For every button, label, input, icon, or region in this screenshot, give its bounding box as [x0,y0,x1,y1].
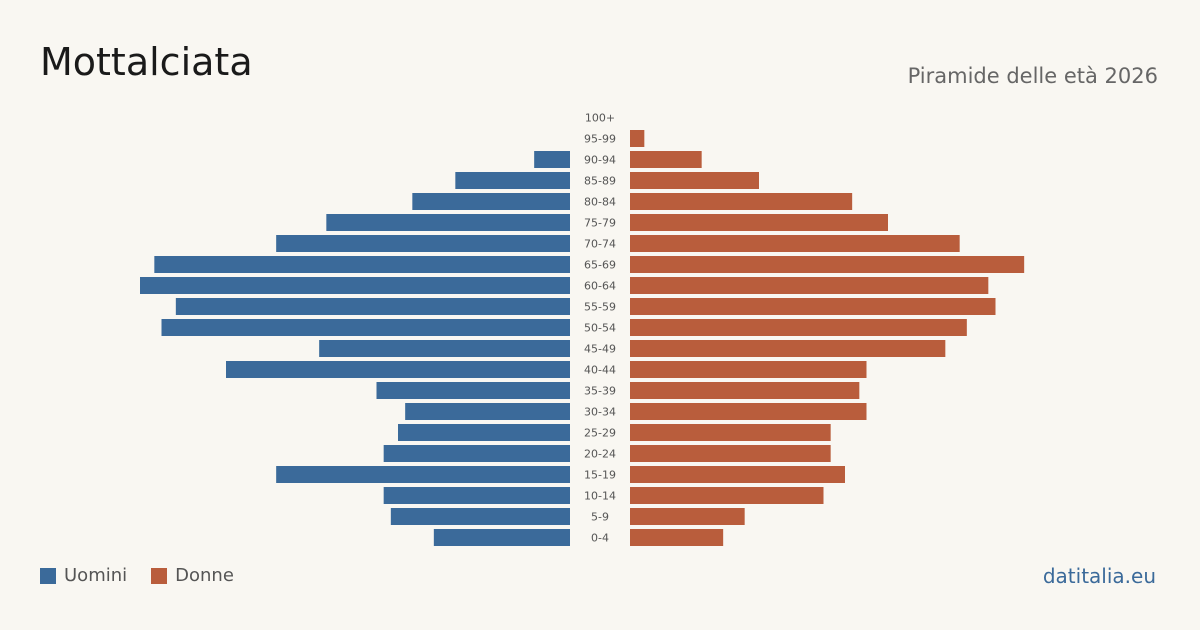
age-label: 95-99 [584,133,616,146]
legend-item-men: Uomini [40,565,127,586]
bar-women-5-9 [630,508,745,525]
bar-women-65-69 [630,256,1025,273]
age-label: 100+ [585,112,615,125]
age-label: 10-14 [584,490,616,503]
bar-men-65-69 [154,256,571,273]
bar-women-80-84 [630,193,853,210]
bar-men-10-14 [383,487,570,504]
bar-women-30-34 [630,403,867,420]
bar-women-70-74 [630,235,960,252]
bar-women-10-14 [630,487,824,504]
chart-subtitle: Piramide delle età 2026 [907,64,1158,88]
age-label: 65-69 [584,259,616,272]
bar-women-15-19 [630,466,845,483]
bar-men-80-84 [412,193,570,210]
age-label: 15-19 [584,469,616,482]
age-label: 55-59 [584,301,616,314]
chart-title: Mottalciata [40,40,253,84]
bar-men-30-34 [405,403,570,420]
bar-women-25-29 [630,424,831,441]
age-label: 75-79 [584,217,616,230]
age-label: 50-54 [584,322,616,335]
age-label: 45-49 [584,343,616,356]
legend-item-women: Donne [151,565,234,586]
bar-women-55-59 [630,298,996,315]
age-label: 5-9 [591,511,609,524]
age-label: 25-29 [584,427,616,440]
age-label: 0-4 [591,532,609,545]
age-label: 20-24 [584,448,616,461]
bar-women-85-89 [630,172,759,189]
source-link[interactable]: datitalia.eu [1042,564,1156,588]
bar-men-0-4 [433,529,570,546]
bar-women-40-44 [630,361,867,378]
age-label: 70-74 [584,238,616,251]
age-label: 85-89 [584,175,616,188]
age-label: 60-64 [584,280,616,293]
legend: Uomini Donne [40,565,258,586]
bar-women-50-54 [630,319,967,336]
bar-men-70-74 [276,235,570,252]
bar-women-90-94 [630,151,702,168]
legend-label-women: Donne [175,565,234,586]
bar-women-75-79 [630,214,888,231]
bar-men-60-64 [140,277,570,294]
bar-men-25-29 [398,424,570,441]
bar-women-20-24 [630,445,831,462]
legend-swatch-women [151,567,168,584]
bar-men-40-44 [226,361,570,378]
bar-women-60-64 [630,277,989,294]
bar-men-5-9 [390,508,570,525]
age-label: 90-94 [584,154,616,167]
legend-swatch-men [40,567,56,584]
age-label: 35-39 [584,385,616,398]
bar-men-55-59 [175,298,571,315]
age-label: 30-34 [584,406,616,419]
legend-label-men: Uomini [64,565,128,586]
bar-women-0-4 [630,529,724,546]
bar-men-50-54 [161,319,570,336]
age-label: 80-84 [584,196,616,209]
bar-men-85-89 [455,172,570,189]
bar-men-90-94 [534,151,570,168]
bar-men-35-39 [376,382,570,399]
bar-men-20-24 [383,445,570,462]
bar-men-75-79 [326,214,570,231]
bar-women-35-39 [630,382,860,399]
bar-men-15-19 [276,466,570,483]
bar-men-45-49 [319,340,570,357]
bar-women-45-49 [630,340,946,357]
bar-women-95-99 [630,130,645,147]
age-label: 40-44 [584,364,616,377]
